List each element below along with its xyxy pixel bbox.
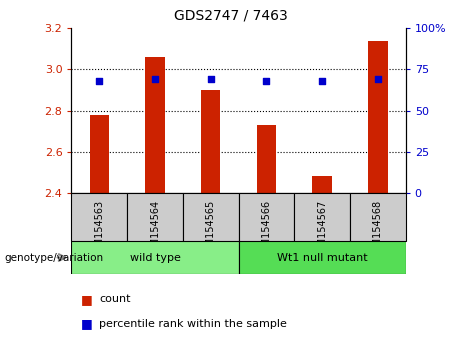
Bar: [238, 193, 294, 241]
Bar: [239, 241, 406, 274]
Bar: [313, 176, 332, 193]
Bar: [71, 241, 239, 274]
Bar: [127, 193, 183, 241]
Point: [207, 76, 214, 82]
Point: [95, 78, 103, 84]
Text: GSM154568: GSM154568: [373, 200, 383, 259]
Bar: [89, 115, 109, 193]
Text: ■: ■: [81, 318, 92, 330]
Point: [263, 78, 270, 84]
Text: ■: ■: [81, 293, 92, 306]
Point: [151, 76, 159, 82]
Text: GSM154565: GSM154565: [206, 200, 216, 259]
Bar: [145, 57, 165, 193]
Bar: [201, 90, 220, 193]
Text: GSM154563: GSM154563: [95, 200, 104, 259]
Text: count: count: [99, 294, 130, 304]
Bar: [257, 125, 276, 193]
Bar: [368, 41, 388, 193]
Bar: [350, 193, 406, 241]
Text: Wt1 null mutant: Wt1 null mutant: [277, 252, 367, 263]
Text: GSM154564: GSM154564: [150, 200, 160, 259]
Text: GSM154566: GSM154566: [261, 200, 272, 259]
Point: [319, 78, 326, 84]
Point: [374, 76, 382, 82]
Text: GSM154567: GSM154567: [317, 200, 327, 259]
Text: wild type: wild type: [130, 252, 180, 263]
Text: GDS2747 / 7463: GDS2747 / 7463: [174, 9, 287, 23]
Text: genotype/variation: genotype/variation: [5, 252, 104, 263]
Bar: [294, 193, 350, 241]
Bar: [71, 193, 127, 241]
Bar: [183, 193, 238, 241]
Text: percentile rank within the sample: percentile rank within the sample: [99, 319, 287, 329]
